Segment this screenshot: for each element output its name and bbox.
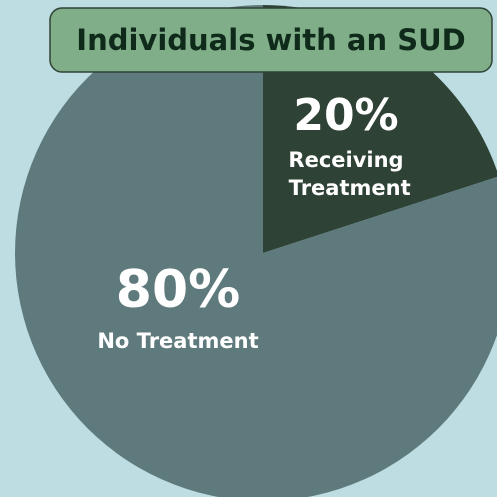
- pie-slice: [15, 5, 497, 497]
- value-label: 20%: [293, 90, 398, 141]
- chart-title: Individuals with an SUD: [76, 23, 465, 57]
- value-label: 80%: [116, 260, 240, 320]
- title-box: [49, 7, 493, 73]
- pie: [15, 5, 497, 497]
- slice-label: Receiving Treatment: [281, 148, 410, 200]
- slice-label: No Treatment: [97, 329, 258, 353]
